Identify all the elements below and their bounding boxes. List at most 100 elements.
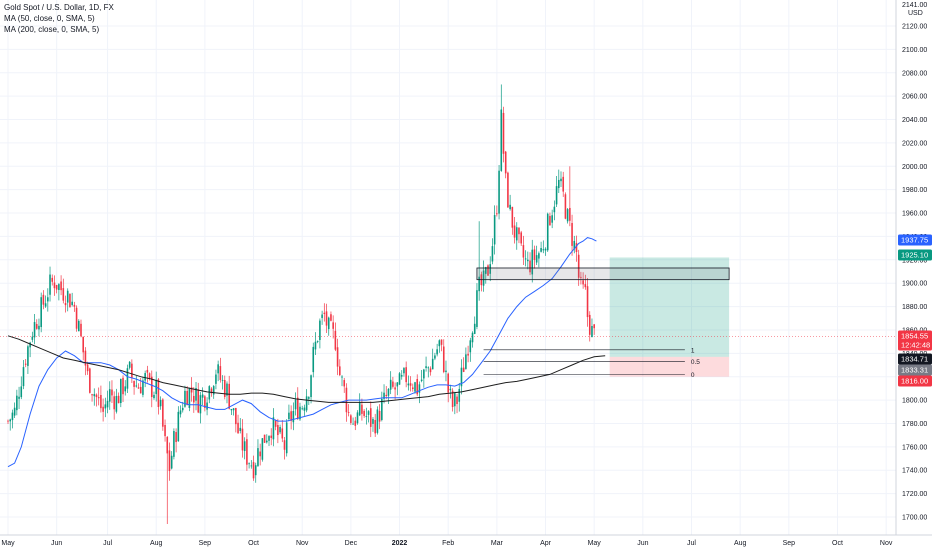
candle-body [356, 412, 359, 424]
candle-body [531, 249, 534, 275]
candle-body [321, 314, 323, 318]
candle-body [35, 323, 38, 329]
price-axis[interactable]: 2120.00 2100.00 2080.00 2060.00 2040.00 2020.… [902, 2, 927, 522]
candle-body [303, 407, 306, 411]
candle-body [345, 387, 348, 413]
time-tick-label: Aug [150, 540, 163, 547]
symbol-title[interactable]: Gold Spot / U.S. Dollar, 1D, FX [4, 3, 114, 12]
candle-body [582, 280, 584, 285]
candle-body [507, 172, 509, 208]
candle-body [529, 260, 531, 273]
candle-body [460, 367, 463, 387]
candle-body [115, 396, 118, 412]
candle-body [504, 151, 507, 174]
candle-body [354, 420, 357, 426]
candle-body [193, 395, 195, 403]
candle-body [219, 366, 222, 380]
candle-body [252, 462, 255, 479]
time-tick-label: May [588, 540, 602, 547]
candle-body [564, 194, 567, 219]
candle-body [524, 258, 527, 260]
candle-body [553, 206, 556, 213]
price-tick-label: 1720.00 [902, 491, 927, 498]
candle-body [327, 317, 330, 330]
candle-body [350, 415, 352, 423]
candle-body [407, 383, 410, 386]
candle-body [577, 254, 580, 278]
candle-body [378, 410, 381, 422]
candle-body [272, 417, 275, 440]
fib-level-label: 0.5 [691, 359, 700, 366]
position-stop-zone [609, 356, 730, 377]
candle-body [232, 408, 235, 411]
candle-body [447, 373, 449, 393]
candle-body [263, 434, 266, 443]
candle-body [544, 248, 547, 251]
candle-body [184, 390, 186, 407]
candle-body [42, 294, 45, 305]
price-tag-value: 1834.71 [901, 355, 928, 364]
candle-body [405, 367, 407, 383]
candle-body [197, 389, 200, 413]
time-tick-label: Apr [540, 540, 552, 547]
candle-body [190, 387, 193, 393]
candle-body [396, 382, 399, 387]
candle-body [294, 399, 297, 410]
ma200-legend[interactable]: MA (200, close, 0, SMA, 5) [4, 25, 100, 34]
drawings [0, 257, 896, 377]
candle-body [95, 394, 98, 398]
moving-averages [7, 237, 606, 468]
candle-body [538, 253, 540, 259]
candle-body [108, 389, 111, 402]
candle-body [60, 281, 62, 291]
candle-body [438, 340, 441, 347]
candle-body [434, 355, 436, 359]
price-tag-value: 1925.10 [901, 251, 928, 260]
candle-body [493, 215, 496, 245]
candle-body [290, 411, 292, 421]
candle-body [71, 301, 73, 305]
currency-label: USD [908, 10, 923, 17]
candle-body [73, 304, 76, 307]
candle-body [343, 380, 346, 387]
candle-body [571, 223, 573, 246]
candle-body [86, 364, 89, 372]
time-tick-label: Nov [296, 540, 309, 547]
candle-body [520, 232, 522, 244]
candle-body [431, 358, 434, 370]
candle-body [217, 364, 219, 374]
candle-body [40, 297, 42, 328]
candle-body [75, 307, 78, 329]
candle-body [312, 346, 315, 373]
price-tick-label: 2060.00 [902, 94, 927, 101]
candle-body [20, 386, 23, 398]
candle-body [588, 314, 591, 335]
price-tag [898, 364, 932, 376]
candle-body [77, 320, 80, 332]
time-tick-label: Feb [442, 540, 454, 547]
candle-body [469, 340, 472, 353]
candle-body [361, 404, 363, 414]
ma50-legend[interactable]: MA (50, close, 0, SMA, 5) [4, 14, 95, 23]
candle-body [509, 204, 511, 210]
candle-body [316, 341, 319, 342]
candle-body [208, 386, 211, 400]
price-tick-label: 1800.00 [902, 398, 927, 405]
candle-body [383, 392, 385, 399]
candle-body [11, 412, 14, 421]
time-axis[interactable]: May Jun Jul Aug Sep Oct Nov Dec 2022 Feb Mar Apr May… [1, 540, 893, 547]
chart-legend: Gold Spot / U.S. Dollar, 1D, FX MA (50, … [4, 2, 114, 35]
candle-body [164, 424, 166, 437]
candle-body [31, 336, 34, 340]
candle-body [319, 320, 321, 341]
candle-body [489, 264, 492, 274]
candle-body [387, 388, 390, 396]
candle-body [66, 290, 69, 303]
candle-body [381, 398, 383, 420]
price-tick-label: 2040.00 [902, 117, 927, 124]
candles [7, 84, 595, 525]
candle-body [533, 249, 536, 260]
candle-body [451, 390, 454, 407]
